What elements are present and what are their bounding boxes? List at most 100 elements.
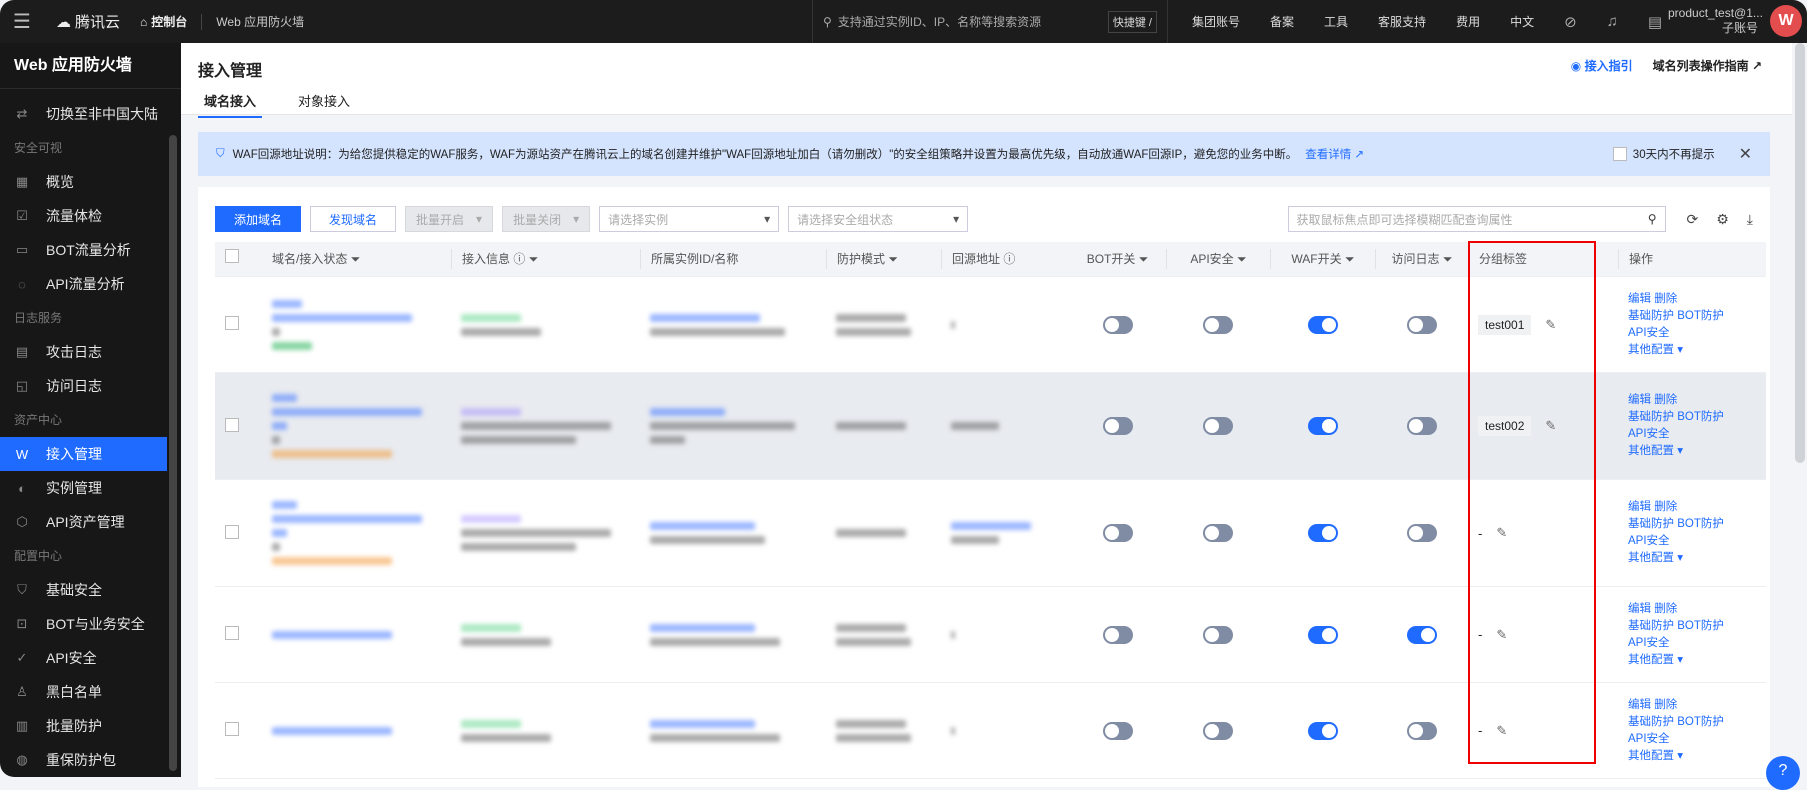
filter-icon[interactable]: ⏷ (350, 252, 361, 266)
bot-toggle[interactable] (1102, 524, 1133, 542)
edit-link[interactable]: 编辑 (1628, 394, 1651, 406)
basic-protection-link[interactable]: 基础防护 (1628, 715, 1674, 728)
ticket-icon[interactable]: ▤ (1647, 13, 1663, 31)
instance-select[interactable]: 请选择实例 ▾ (599, 206, 780, 232)
sidebar-item[interactable]: ☑ 流量体检 (0, 199, 181, 233)
view-details-link[interactable]: 查看详情 ↗ (1305, 149, 1365, 161)
row-checkbox[interactable] (225, 722, 239, 736)
access-guide-link[interactable]: ◉ 接入指引 (1570, 59, 1633, 73)
api-security-toggle[interactable] (1203, 524, 1233, 542)
access-log-toggle[interactable] (1406, 625, 1437, 644)
sidebar-item[interactable]: ▭ BOT流量分析 (15, 242, 131, 258)
more-config-dropdown[interactable]: 其他配置 ▾ (1628, 343, 1683, 356)
avatar[interactable]: W (1770, 5, 1802, 37)
sidebar-scrollbar[interactable] (169, 135, 177, 771)
edit-pencil-icon[interactable]: ✎ (1496, 525, 1508, 540)
bell-icon[interactable]: ♫ (1606, 13, 1618, 30)
bot-protection-link[interactable]: BOT防护 (1677, 518, 1724, 530)
security-group-select[interactable]: 请选择安全组状态 ▾ (788, 206, 969, 232)
bot-toggle[interactable] (1102, 417, 1133, 435)
basic-protection-link[interactable]: 基础防护 (1628, 309, 1674, 322)
download-icon[interactable]: ⤓ (1746, 210, 1753, 227)
search-icon[interactable]: ⚲ (1647, 212, 1657, 226)
api-security-toggle[interactable] (1203, 625, 1233, 644)
add-domain-button[interactable]: 添加域名 (215, 206, 302, 232)
api-security-link[interactable]: API安全 (1628, 535, 1670, 547)
api-security-link[interactable]: API安全 (1628, 428, 1670, 440)
batch-enable-button[interactable]: 批量开启 ▾ (405, 206, 494, 232)
api-security-link[interactable]: API安全 (1628, 636, 1670, 649)
sidebar-item[interactable]: ▦ 概览 (15, 174, 74, 190)
domain-cell[interactable] (262, 630, 451, 639)
dismiss-30-days-checkbox[interactable] (1612, 147, 1627, 161)
edit-link[interactable]: 编辑 (1628, 698, 1651, 711)
sidebar-item[interactable]: ⛉ 基础安全 (0, 573, 181, 607)
more-config-dropdown[interactable]: 其他配置 ▾ (1628, 445, 1683, 457)
help-button[interactable]: ? (1766, 756, 1800, 790)
menu-icon[interactable]: ☰ (13, 11, 31, 33)
sidebar-item[interactable]: ◌ API流量分析 (0, 267, 181, 301)
col-domain[interactable]: 域名/接入状态 ⏷ (272, 252, 361, 266)
delete-link[interactable]: 删除 (1654, 394, 1678, 406)
instance-cell[interactable] (640, 719, 826, 742)
delete-link[interactable]: 删除 (1654, 602, 1678, 615)
domain-cell[interactable] (262, 299, 451, 350)
sidebar-item[interactable]: ✓ API安全 (0, 641, 181, 675)
edit-pencil-icon[interactable]: ✎ (1545, 316, 1557, 332)
nav-filing[interactable]: 备案 (1270, 15, 1295, 29)
nav-support[interactable]: 客服支持 (1378, 15, 1427, 29)
bot-protection-link[interactable]: BOT防护 (1677, 619, 1724, 632)
sidebar-item[interactable]: ◍ 重保防护包 (0, 743, 181, 777)
select-all-checkbox[interactable] (225, 249, 239, 263)
instance-cell[interactable] (640, 408, 826, 444)
brand-logo[interactable]: ☁ 腾讯云 (56, 13, 121, 32)
nav-billing[interactable]: 费用 (1456, 15, 1481, 29)
delete-link[interactable]: 删除 (1654, 292, 1678, 305)
more-config-dropdown[interactable]: 其他配置 ▾ (1628, 552, 1683, 564)
api-security-toggle[interactable] (1203, 721, 1233, 740)
sidebar-item[interactable]: W 接入管理 (0, 437, 167, 471)
nav-tools[interactable]: 工具 (1324, 15, 1349, 29)
basic-protection-link[interactable]: 基础防护 (1628, 518, 1674, 530)
sidebar-item[interactable]: ◱ 访问日志 (15, 378, 102, 394)
row-checkbox[interactable] (225, 316, 239, 330)
api-security-toggle[interactable] (1203, 417, 1233, 435)
close-icon[interactable]: ✕ (1738, 146, 1752, 163)
instance-cell[interactable] (640, 522, 826, 544)
access-log-toggle[interactable] (1406, 315, 1437, 334)
global-search[interactable]: ⚲ 支持通过实例ID、IP、名称等搜索资源 快捷键 / (812, 0, 1168, 43)
doc-link[interactable]: 域名列表操作指南 ↗ (1652, 59, 1762, 73)
sidebar-item[interactable]: ♙ 黑白名单 (0, 675, 181, 709)
access-log-toggle[interactable] (1406, 524, 1437, 542)
link-icon[interactable]: ⊘ (1564, 13, 1577, 31)
bot-protection-link[interactable]: BOT防护 (1677, 715, 1724, 728)
basic-protection-link[interactable]: 基础防护 (1628, 619, 1674, 632)
edit-pencil-icon[interactable]: ✎ (1496, 722, 1508, 738)
waf-toggle[interactable] (1307, 315, 1338, 334)
discover-domain-button[interactable]: 发现域名 (310, 206, 397, 232)
filter-icon[interactable]: ⏷ (1442, 252, 1453, 266)
refresh-icon[interactable]: ⟳ (1686, 210, 1699, 227)
filter-icon[interactable]: ⏷ (1344, 252, 1355, 266)
bot-toggle[interactable] (1102, 721, 1133, 740)
sidebar-item[interactable]: ▤ 攻击日志 (15, 344, 102, 360)
api-security-toggle[interactable] (1203, 315, 1233, 334)
delete-link[interactable]: 删除 (1654, 501, 1678, 513)
more-config-dropdown[interactable]: 其他配置 ▾ (1628, 653, 1683, 666)
domain-cell[interactable] (262, 501, 451, 565)
edit-pencil-icon[interactable]: ✎ (1496, 626, 1508, 642)
tab-domain-access[interactable]: 域名接入 (198, 91, 263, 118)
delete-link[interactable]: 删除 (1654, 698, 1678, 711)
waf-toggle[interactable] (1307, 524, 1338, 542)
filter-icon[interactable]: ⏷ (528, 252, 539, 266)
access-log-toggle[interactable] (1406, 721, 1437, 740)
sidebar-item[interactable]: ▥ 批量防护 (15, 718, 102, 734)
edit-link[interactable]: 编辑 (1628, 602, 1651, 615)
api-security-link[interactable]: API安全 (1628, 326, 1670, 339)
waf-toggle[interactable] (1307, 625, 1338, 644)
sidebar-item[interactable]: ⊡ BOT与业务安全 (0, 607, 181, 641)
api-security-link[interactable]: API安全 (1628, 732, 1670, 745)
instance-cell[interactable] (640, 623, 826, 646)
waf-toggle[interactable] (1307, 417, 1338, 435)
sidebar-item[interactable]: ◐ 实例管理 (0, 471, 181, 505)
